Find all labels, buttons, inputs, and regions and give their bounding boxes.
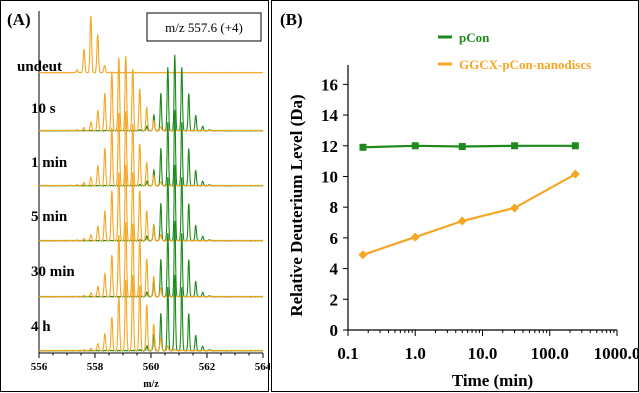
x-tick-label: 560 [143, 361, 160, 373]
spectrum-trace-green [38, 54, 264, 132]
spectrum-trace-orange [38, 164, 264, 242]
spectrum-trace-green [38, 109, 264, 187]
x-tick-label: 556 [31, 361, 48, 373]
data-point-ggcx-pcon-nanodiscs [457, 216, 467, 226]
data-point-ggcx-pcon-nanodiscs [570, 169, 580, 179]
spectrum-trace-green [38, 164, 264, 242]
series-line-pcon [362, 144, 576, 149]
row-label: 4 h [31, 319, 51, 335]
legend-label-ggcx-pcon-nanodiscs: GGCX-pCon-nanodiscs [459, 57, 591, 72]
spectrum-trace-orange [38, 111, 264, 187]
y-axis-label: Relative Deuterium Level (Da) [287, 94, 306, 316]
panel-a-label: (A) [7, 10, 31, 29]
row-label: undeut [17, 59, 62, 75]
x-tick-label: 10.0 [468, 344, 498, 363]
data-point-pcon [458, 143, 466, 151]
legend-label-pcon: pCon [459, 30, 490, 45]
y-tick-label: 0 [330, 321, 339, 340]
spectrum-trace-orange [38, 275, 264, 352]
panel-a-mass-spectra: (A) m/z 557.6 (+4) 556 558 560 562 564 m/z undeu… [0, 0, 270, 392]
series-line-ggcx-pcon-nanodiscs [362, 173, 576, 256]
spectrum-trace-orange [38, 16, 264, 74]
y-tick-label: 16 [321, 75, 338, 94]
spectrum-trace-orange [38, 222, 264, 298]
row-label: 5 min [31, 209, 68, 225]
x-tick-label: 100.0 [531, 344, 569, 363]
data-point-pcon [411, 142, 419, 150]
row-label: 10 s [31, 101, 56, 117]
x-tick-label: 1000.0 [594, 344, 639, 363]
spectrum-trace-orange [38, 56, 264, 132]
data-point-ggcx-pcon-nanodiscs [510, 203, 520, 213]
x-tick-label: 1.0 [405, 344, 426, 363]
y-tick-label: 10 [321, 167, 338, 186]
spectrum-trace-green [38, 274, 264, 352]
panel-b-deuterium-uptake: (B) 0 2 4 6 8 10 12 14 16 Relative Deuterium Level… [271, 0, 639, 392]
y-tick-label: 8 [330, 198, 339, 217]
row-label: 1 min [31, 155, 68, 171]
annotation-box [146, 12, 262, 42]
x-axis-label: m/z [143, 379, 159, 390]
x-tick-label: 564 [255, 361, 270, 373]
x-tick-label: 558 [87, 361, 104, 373]
panel-b-label: (B) [280, 10, 303, 29]
y-tick-label: 6 [330, 229, 339, 248]
data-point-pcon [511, 142, 519, 150]
y-tick-label: 4 [330, 260, 339, 279]
x-axis-label: Time (min) [452, 371, 533, 390]
y-tick-label: 2 [330, 290, 339, 309]
y-tick-label: 12 [321, 137, 338, 156]
mass-spectra-chart: (A) m/z 557.6 (+4) 556 558 560 562 564 m/z undeu… [7, 10, 270, 390]
x-tick-label: 562 [199, 361, 216, 373]
x-tick-label: 0.1 [337, 344, 358, 363]
deuterium-uptake-chart: (B) 0 2 4 6 8 10 12 14 16 Relative Deuterium Level… [280, 10, 639, 390]
spectrum-trace-green [38, 220, 264, 298]
y-tick-label: 14 [321, 106, 339, 125]
data-point-ggcx-pcon-nanodiscs [410, 232, 420, 242]
row-label: 30 min [31, 264, 75, 280]
data-point-pcon [571, 142, 579, 150]
annotation-text: m/z 557.6 (+4) [165, 20, 243, 35]
data-point-pcon [359, 143, 367, 151]
data-point-ggcx-pcon-nanodiscs [358, 250, 368, 260]
